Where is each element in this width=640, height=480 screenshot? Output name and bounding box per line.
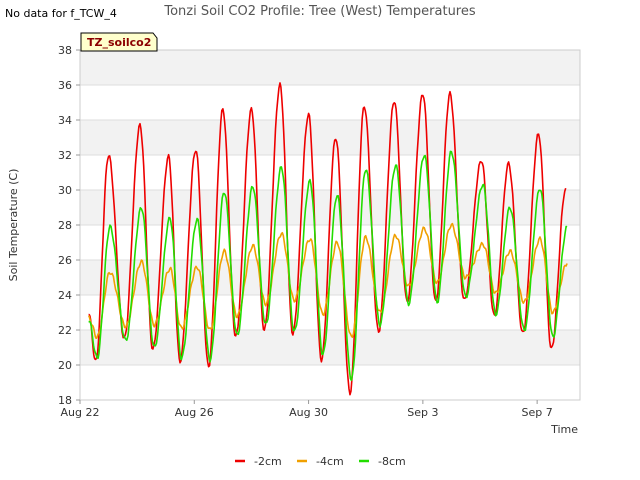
background-band xyxy=(80,85,580,120)
y-tick-label: 34 xyxy=(58,114,72,127)
y-tick-label: 20 xyxy=(58,359,72,372)
x-axis: Aug 22 Aug 26 Aug 30 Sep 3 Sep 7 xyxy=(61,400,553,419)
no-data-note: No data for f_TCW_4 xyxy=(5,7,117,20)
x-tick-label: Aug 22 xyxy=(61,406,100,419)
x-tick-label: Sep 3 xyxy=(407,406,438,419)
x-tick-label: Aug 30 xyxy=(289,406,328,419)
y-axis-label: Soil Temperature (C) xyxy=(7,169,20,282)
x-tick-label: Sep 7 xyxy=(522,406,553,419)
y-tick-label: 30 xyxy=(58,184,72,197)
y-tick-label: 38 xyxy=(58,44,72,57)
y-tick-label: 26 xyxy=(58,254,72,267)
background-band xyxy=(80,50,580,85)
series-lines xyxy=(87,82,568,396)
legend-label: -8cm xyxy=(378,455,406,468)
background-band xyxy=(80,120,580,155)
tag-label-box: TZ_soilco2 xyxy=(80,32,158,52)
y-tick-label: 28 xyxy=(58,219,72,232)
chart-title: Tonzi Soil CO2 Profile: Tree (West) Temp… xyxy=(163,4,476,19)
y-tick-label: 32 xyxy=(58,149,72,162)
x-axis-label: Time xyxy=(550,423,578,436)
y-tick-label: 36 xyxy=(58,79,72,92)
legend-label: -4cm xyxy=(316,455,344,468)
plot-background xyxy=(80,50,580,400)
background-band xyxy=(80,155,580,190)
y-tick-label: 18 xyxy=(58,394,72,407)
background-band xyxy=(80,365,580,400)
background-band xyxy=(80,330,580,365)
legend: -2cm -4cm -8cm xyxy=(235,455,406,468)
tag-label: TZ_soilco2 xyxy=(87,36,151,49)
series-line-4cm xyxy=(87,222,568,339)
y-tick-label: 24 xyxy=(58,289,72,302)
legend-label: -2cm xyxy=(254,455,282,468)
y-axis: 18 20 22 24 26 28 30 32 34 36 38 xyxy=(58,44,80,407)
y-tick-label: 22 xyxy=(58,324,72,337)
series-line-8cm xyxy=(88,150,568,382)
x-tick-label: Aug 26 xyxy=(175,406,214,419)
